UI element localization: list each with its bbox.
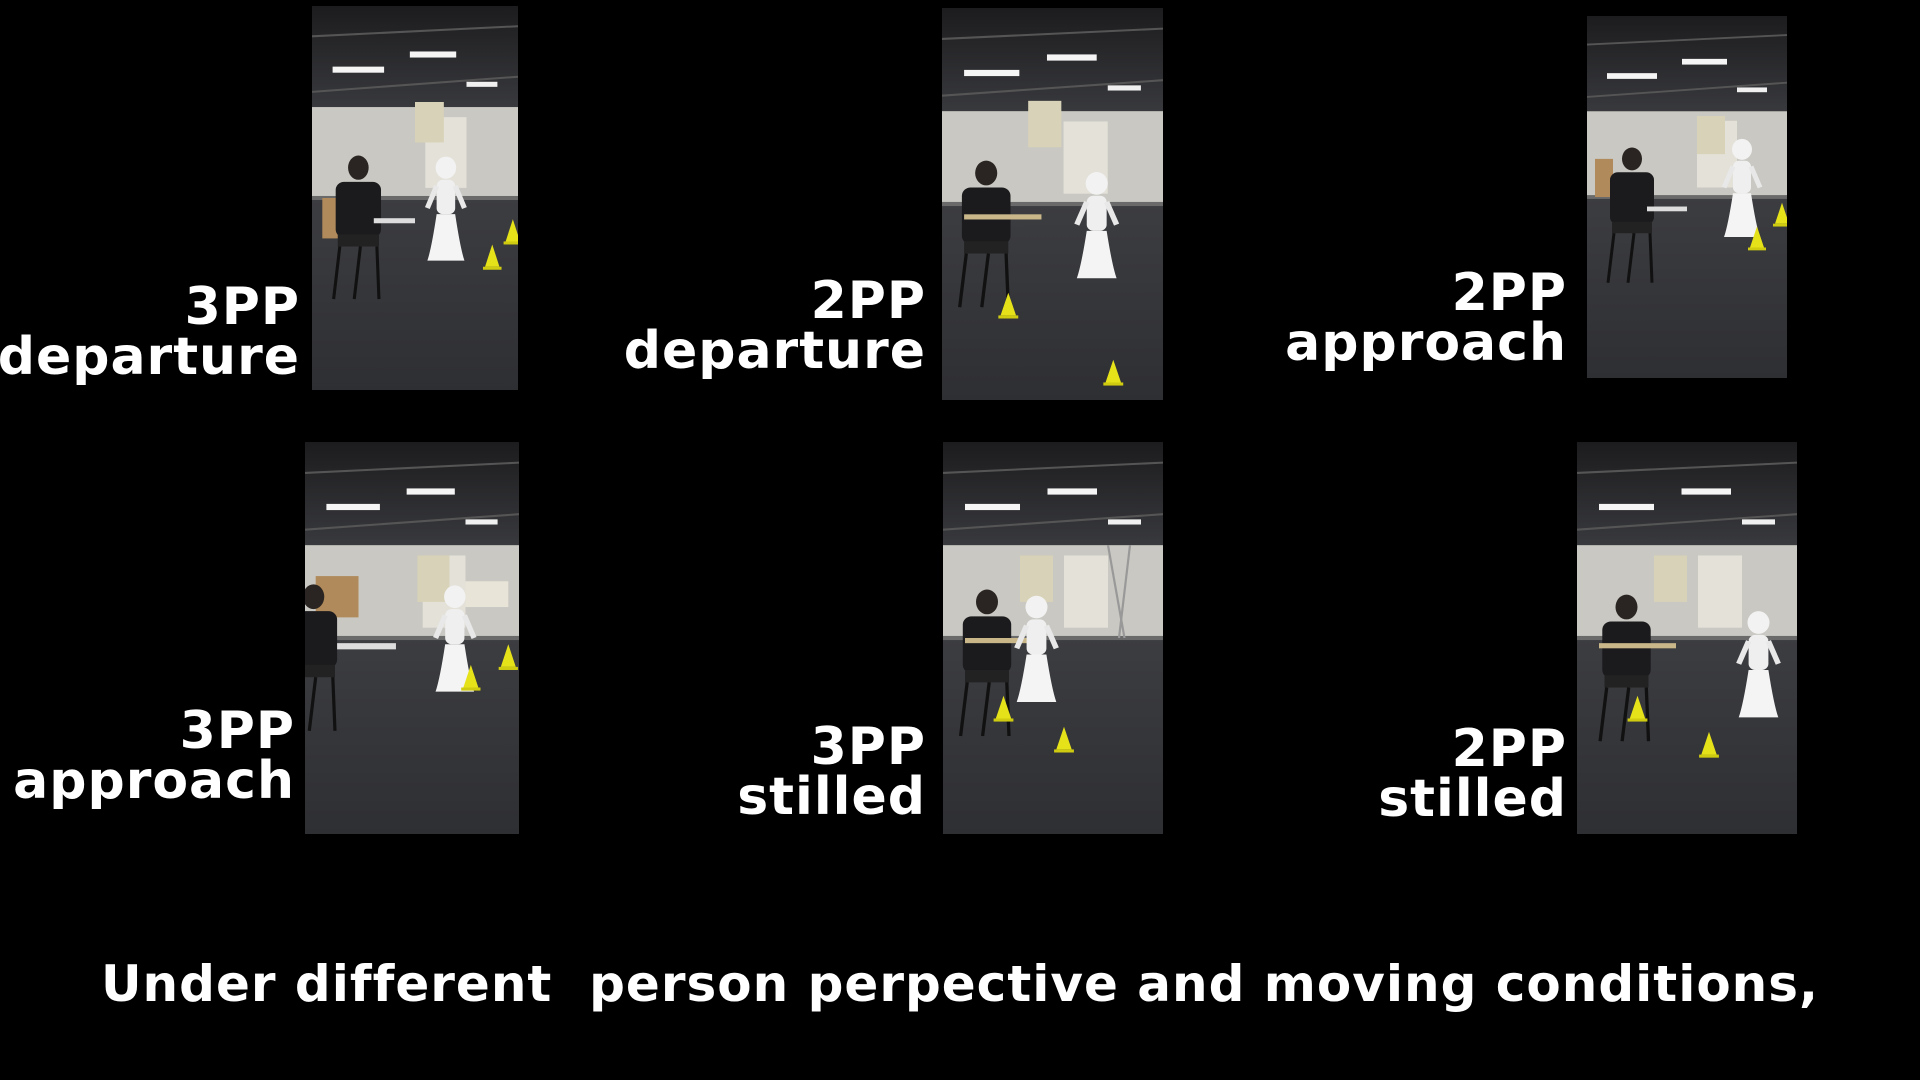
panel-2-perspective: 2PP	[810, 271, 926, 331]
panel-4-video	[305, 442, 519, 834]
panel-6-perspective: 2PP	[1451, 719, 1567, 779]
panel-4-perspective: 3PP	[179, 701, 295, 761]
panel-2-condition: departure	[623, 321, 926, 381]
panel-2-video	[942, 8, 1163, 400]
panel-2-label: 2PP departure	[623, 271, 926, 381]
panel-6-video	[1577, 442, 1797, 834]
panel-6-condition: stilled	[1378, 769, 1567, 829]
panel-1-video	[312, 6, 518, 390]
panel-5-video	[943, 442, 1163, 834]
panel-5-condition: stilled	[737, 767, 926, 827]
caption-subtitle: Under different person perpective and mo…	[100, 955, 1820, 1013]
panel-4-label: 3PP approach	[13, 701, 295, 811]
panel-1-label: 3PP departure	[0, 277, 300, 387]
panel-4-condition: approach	[13, 751, 295, 811]
panel-1-perspective: 3PP	[184, 277, 300, 337]
panel-5-label: 3PP stilled	[737, 717, 926, 827]
panel-3-condition: approach	[1285, 313, 1567, 373]
panel-1-condition: departure	[0, 327, 300, 387]
panel-3-video	[1587, 16, 1787, 378]
panel-6-label: 2PP stilled	[1378, 719, 1567, 829]
panel-3-label: 2PP approach	[1285, 263, 1567, 373]
panel-5-perspective: 3PP	[810, 717, 926, 777]
panel-3-perspective: 2PP	[1451, 263, 1567, 323]
